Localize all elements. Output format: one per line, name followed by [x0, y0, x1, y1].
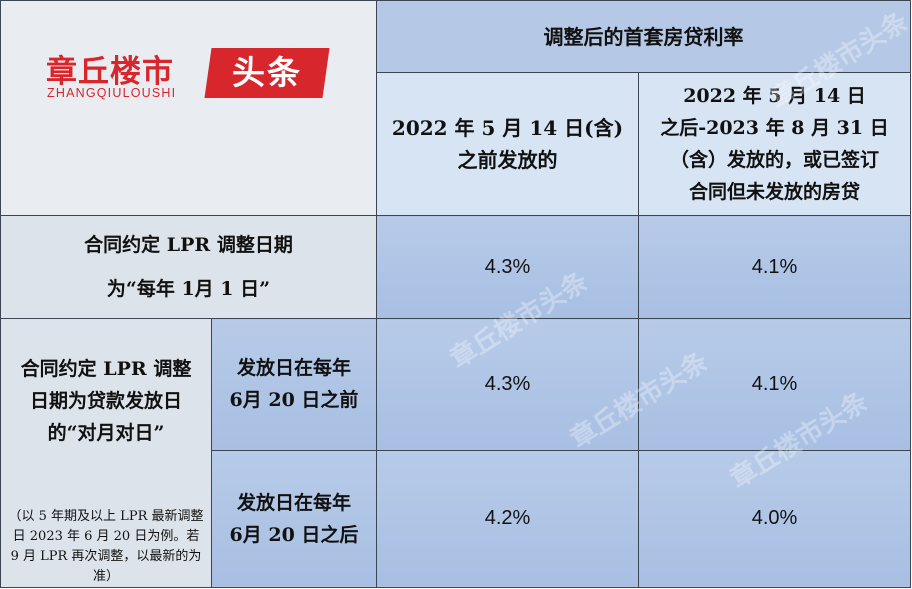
row-label-jan1-line1: 合同约定 LPR 调整日期 — [84, 234, 293, 256]
rate-cell: 4.0% — [638, 449, 911, 589]
header-col2-line2: 之后-2023 年 8 月 31 日 — [660, 117, 889, 139]
header-title: 调整后的首套房贷利率 — [376, 0, 911, 73]
sub-label-before: 发放日在每年 6月 20 日之前 — [211, 318, 377, 451]
group-label-line1: 合同约定 LPR 调整 — [20, 358, 192, 380]
header-col1: 2022 年 5 月 14 日(含)之前发放的 — [376, 72, 639, 216]
sub-label-after-line1: 发放日在每年 — [236, 491, 351, 514]
row-group-label: 合同约定 LPR 调整 日期为贷款发放日 的“对月对日” （以 5 年期及以上 … — [0, 318, 212, 588]
rate-cell: 4.1% — [638, 318, 911, 451]
sub-label-before-line2: 6月 20 日之前 — [229, 389, 359, 412]
logo-cell: 章丘楼市 ZHANGQIULOUSHI 头条 — [0, 0, 377, 216]
header-col1-text: 2022 年 5 月 14 日(含)之前发放的 — [391, 116, 624, 172]
rate-cell: 4.3% — [376, 318, 639, 451]
rate-cell: 4.1% — [638, 215, 911, 319]
rate-cell: 4.3% — [376, 215, 639, 319]
rate-cell: 4.2% — [376, 449, 639, 589]
brand-logo: 章丘楼市 ZHANGQIULOUSHI 头条 — [46, 46, 336, 106]
row-label-jan1-line2: 为“每年 1月 1 日” — [106, 278, 271, 300]
logo-badge: 头条 — [204, 48, 330, 98]
group-label-line2: 日期为贷款发放日 — [29, 390, 182, 412]
sub-label-after: 发放日在每年 6月 20 日之后 — [211, 449, 377, 589]
header-col2-line1: 2022 年 5 月 14 日 — [683, 85, 866, 107]
row-label-jan1: 合同约定 LPR 调整日期 为“每年 1月 1 日” — [0, 215, 377, 319]
logo-en-text: ZHANGQIULOUSHI — [47, 86, 177, 100]
group-label-line3: 的“对月对日” — [47, 422, 165, 444]
header-col2: 2022 年 5 月 14 日 之后-2023 年 8 月 31 日 （含）发放… — [638, 72, 911, 216]
header-col2-line3: （含）发放的，或已签订 — [669, 149, 879, 171]
group-note: （以 5 年期及以上 LPR 最新调整日 2023 年 6 月 20 日为例。若… — [8, 509, 204, 584]
logo-badge-text: 头条 — [232, 53, 302, 92]
sub-label-before-line1: 发放日在每年 — [236, 357, 351, 380]
sub-label-after-line2: 6月 20 日之后 — [229, 523, 359, 546]
logo-cn-text: 章丘楼市 — [46, 54, 174, 90]
header-col2-line4: 合同但未发放的房贷 — [688, 181, 860, 203]
